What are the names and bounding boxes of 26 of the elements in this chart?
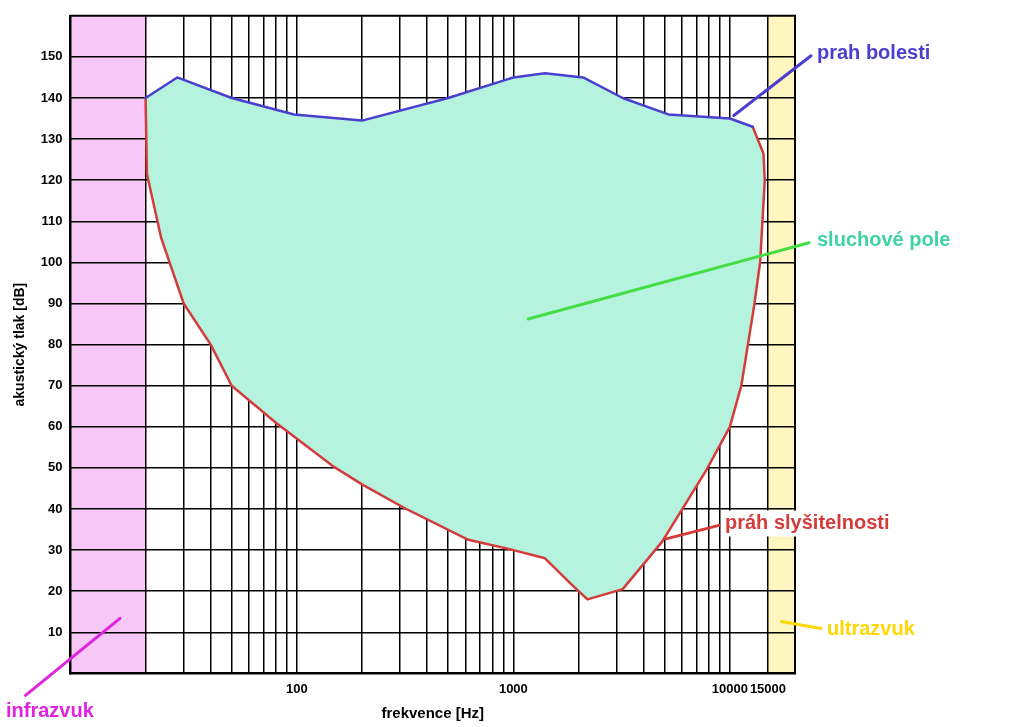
legend-label: práh slyšitelnosti — [725, 510, 890, 533]
y-tick-label: 150 — [40, 48, 63, 64]
x-tick-label: 1000 — [498, 680, 528, 696]
y-tick-label: 90 — [48, 295, 63, 311]
y-tick-label: 120 — [40, 171, 63, 187]
x-tick-label: 100 — [286, 680, 308, 696]
text: prah bolesti — [817, 41, 931, 64]
y-tick-label: 60 — [48, 418, 63, 434]
y-tick-label: 80 — [48, 336, 63, 352]
band-label: infrazvuk — [6, 698, 95, 721]
x-tick-label: 15000 — [749, 680, 787, 696]
y-tick-label: 110 — [41, 212, 63, 228]
x-axis-title: frekvence [Hz] — [381, 704, 485, 722]
y-tick-label: 20 — [48, 582, 63, 598]
y-tick-label: 50 — [48, 459, 63, 475]
band-label: ultrazvuk — [827, 616, 916, 639]
y-tick-label: 100 — [40, 253, 63, 269]
y-tick-label: 40 — [48, 500, 63, 516]
text: sluchové pole — [817, 228, 951, 251]
y-axis-title: akustický tlak [dB] — [11, 282, 28, 407]
y-tick-label: 140 — [40, 89, 63, 105]
y-tick-label: 10 — [48, 623, 63, 639]
x-tick-label: 10000 — [711, 680, 748, 696]
y-tick-label: 130 — [40, 130, 63, 146]
y-tick-label: 70 — [48, 377, 63, 393]
y-tick-label: 30 — [48, 541, 63, 557]
